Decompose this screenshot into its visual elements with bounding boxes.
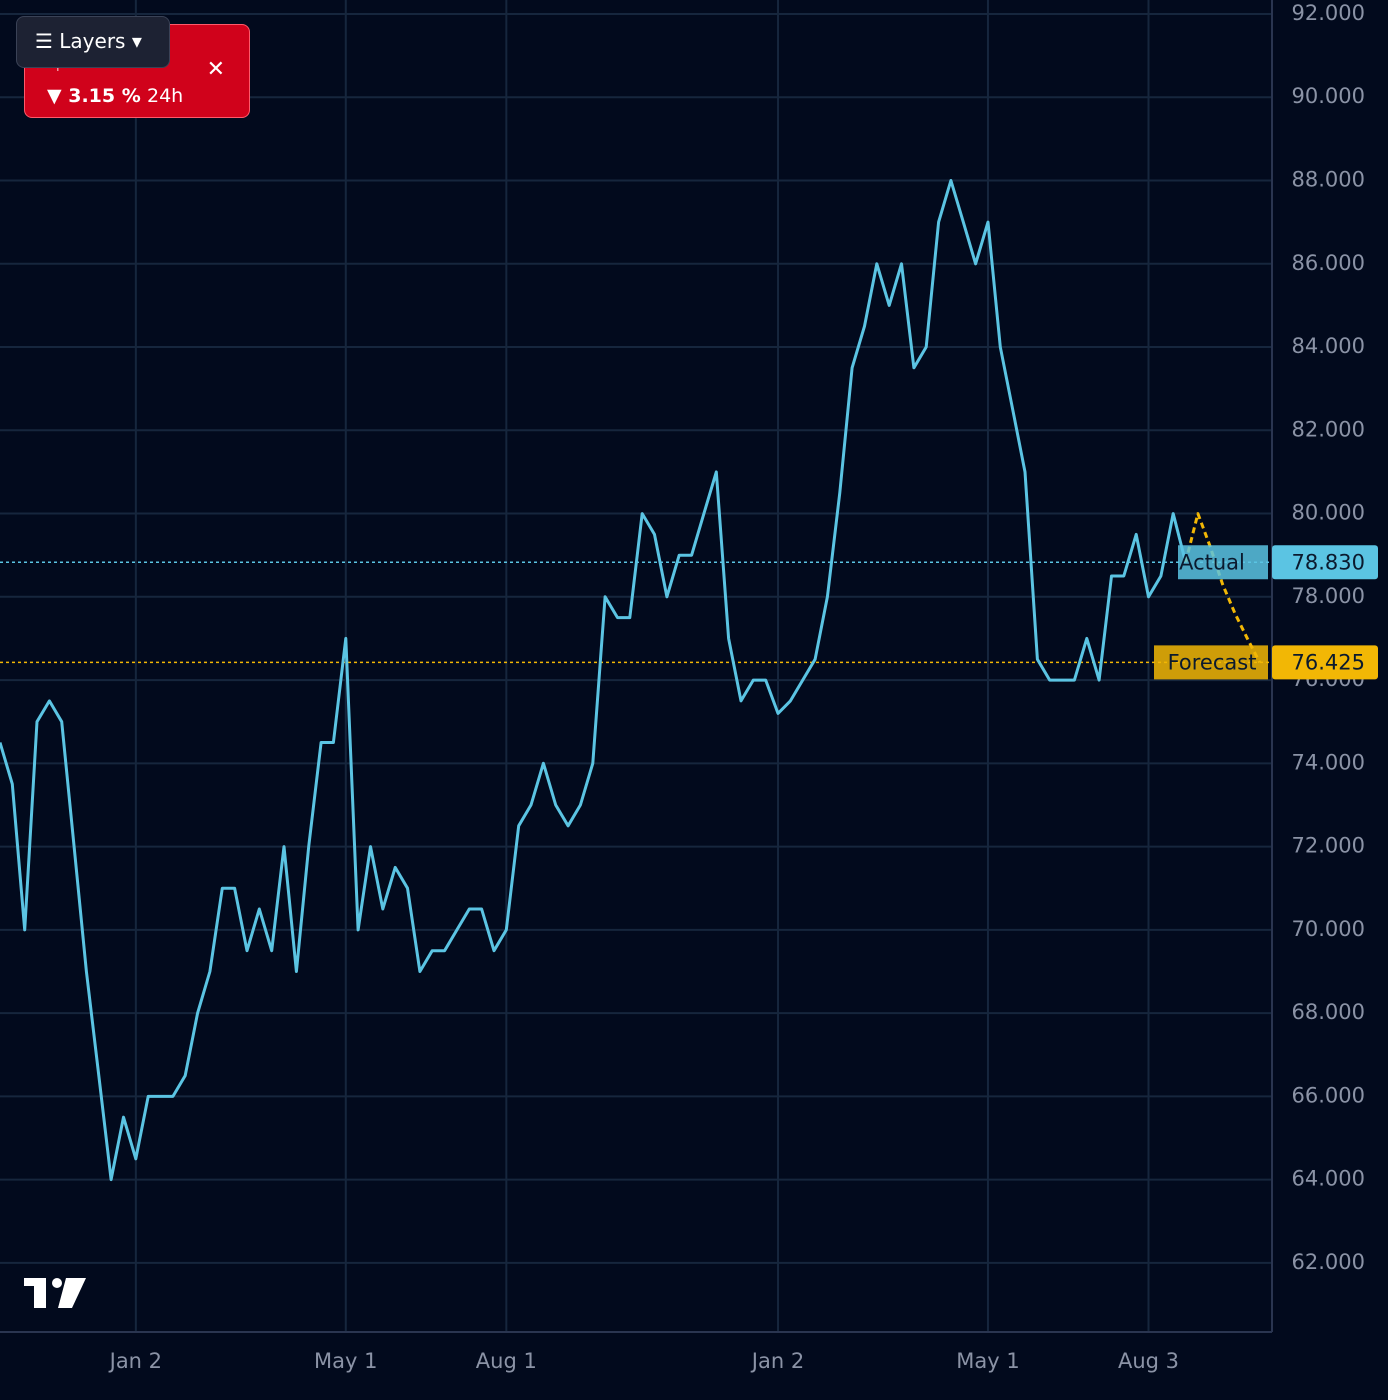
y-tick-label: 78.000 bbox=[1292, 584, 1365, 608]
x-tick-label: May 1 bbox=[314, 1349, 377, 1373]
y-tick-label: 92.000 bbox=[1292, 1, 1365, 25]
series-line bbox=[0, 179, 1188, 1182]
y-tick-label: 90.000 bbox=[1292, 84, 1365, 108]
tag-value-box bbox=[1272, 645, 1378, 680]
y-tick-label: 68.000 bbox=[1292, 1000, 1365, 1024]
y-tick-label: 84.000 bbox=[1292, 334, 1365, 358]
tag-value: 76.425 bbox=[1292, 650, 1365, 674]
layers-button[interactable]: ☰ Layers ▾ bbox=[16, 16, 170, 68]
series-line bbox=[1184, 512, 1262, 664]
tag-name-box bbox=[1154, 645, 1268, 680]
y-tick-label: 70.000 bbox=[1292, 917, 1365, 941]
y-tick-label: 86.000 bbox=[1292, 251, 1365, 275]
x-tick-label: May 1 bbox=[956, 1349, 1019, 1373]
tag-name: Forecast bbox=[1168, 650, 1257, 674]
x-tick-label: Jan 2 bbox=[108, 1349, 162, 1373]
y-tick-label: 72.000 bbox=[1292, 834, 1365, 858]
y-tick-label: 66.000 bbox=[1292, 1083, 1365, 1107]
x-tick-label: Aug 1 bbox=[476, 1349, 537, 1373]
y-tick-label: 74.000 bbox=[1292, 750, 1365, 774]
y-tick-label: 64.000 bbox=[1292, 1167, 1365, 1191]
x-tick-label: Aug 3 bbox=[1118, 1349, 1179, 1373]
close-button[interactable]: ✕ bbox=[206, 57, 225, 82]
tag-name: Actual bbox=[1179, 550, 1245, 574]
y-tick-label: 88.000 bbox=[1292, 168, 1365, 192]
y-tick-label: 82.000 bbox=[1292, 417, 1365, 441]
tag-name-box bbox=[1178, 545, 1268, 580]
x-tick-label: Jan 2 bbox=[750, 1349, 804, 1373]
period: 24h bbox=[147, 85, 184, 107]
y-tick-label: 62.000 bbox=[1292, 1250, 1365, 1274]
change: ▼ 3.15 % bbox=[47, 85, 141, 107]
tag-value-box bbox=[1272, 545, 1378, 580]
tag-value: 78.830 bbox=[1292, 550, 1365, 574]
y-tick-label: 80.000 bbox=[1292, 501, 1365, 525]
logo bbox=[24, 1278, 86, 1308]
